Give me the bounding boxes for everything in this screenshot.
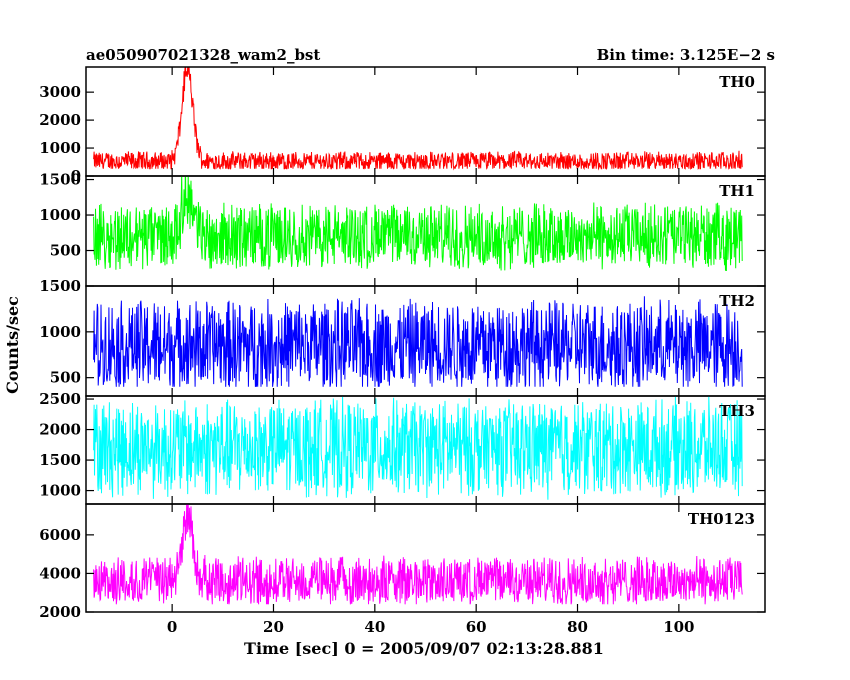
y-tick-label: 1500 [39, 171, 81, 189]
y-tick-label: 1000 [39, 206, 81, 224]
series-th0 [93, 67, 743, 171]
y-tick-label: 1500 [39, 451, 81, 469]
panel-th3: 1000 1500 2000 2500 TH3 [39, 390, 766, 505]
x-tick-label: 20 [263, 618, 284, 636]
x-axis-title: Time [sec] 0 = 2005/09/07 02:13:28.881 [244, 639, 604, 658]
x-tick-label: 40 [364, 618, 385, 636]
panel-frame [85, 503, 766, 613]
panel-th0: 0 1000 2000 3000 TH0 [39, 66, 766, 185]
panel-th0123: 2000 4000 6000 TH0123 [39, 503, 766, 621]
panels-group: 0 1000 2000 3000 TH0 500 1000 1500 TH1 500 1000 150… [39, 66, 766, 621]
panel-label: TH3 [719, 402, 755, 420]
y-tick-label: 4000 [39, 564, 81, 582]
panel-label: TH0123 [688, 510, 755, 528]
series-th1 [93, 176, 743, 272]
x-tick-label: 80 [567, 618, 588, 636]
panel-label: TH2 [719, 292, 755, 310]
x-tick-label: 60 [466, 618, 487, 636]
y-tick-label: 1000 [39, 482, 81, 500]
series-th0123 [93, 504, 743, 605]
y-tick-label: 1000 [39, 139, 81, 157]
y-tick-label: 2000 [39, 603, 81, 621]
panel-label: TH0 [719, 73, 755, 91]
panel-label: TH1 [719, 182, 755, 200]
y-tick-label: 500 [50, 369, 81, 387]
x-axis: 0 20 40 60 80 100 [167, 67, 695, 636]
y-tick-label: 2000 [39, 111, 81, 129]
y-tick-label: 500 [50, 242, 81, 260]
panel-th1: 500 1000 1500 TH1 [39, 171, 766, 287]
plot-title: ae050907021328_wam2_bst [86, 46, 320, 64]
x-tick-label: 100 [663, 618, 694, 636]
y-tick-label: 1500 [39, 277, 81, 295]
x-tick-label: 0 [167, 618, 177, 636]
y-tick-label: 0 [71, 167, 81, 185]
y-tick-label: 6000 [39, 526, 81, 544]
y-tick-label: 3000 [39, 83, 81, 101]
y-tick-label: 2000 [39, 421, 81, 439]
y-tick-label: 2500 [39, 390, 81, 408]
y-axis-title: Counts/sec [3, 296, 22, 394]
y-tick-label: 1000 [39, 323, 81, 341]
bin-time-label: Bin time: 3.125E−2 s [597, 46, 775, 64]
series-th2 [93, 296, 743, 387]
panel-th2: 500 1000 1500 TH2 [39, 277, 766, 397]
series-th3 [93, 396, 743, 500]
